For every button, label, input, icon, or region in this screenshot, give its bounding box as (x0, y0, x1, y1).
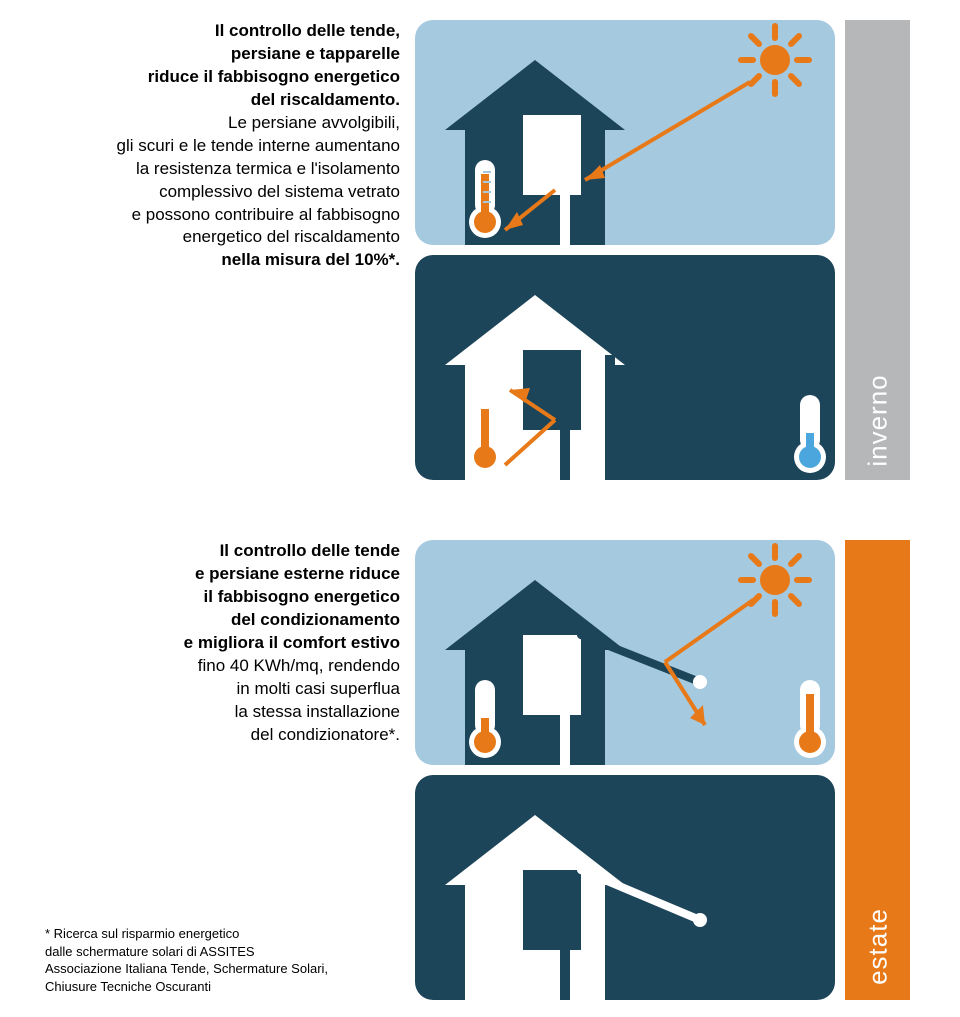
summer-title-l4: del condizionamento (110, 609, 400, 632)
winter-title-l2: persiane e tapparelle (50, 43, 400, 66)
footnote-l3: Associazione Italiana Tende, Schermature… (45, 960, 328, 978)
house-icon (445, 815, 625, 1000)
panel-summer-night (415, 775, 835, 1000)
summer-body-l2: in molti casi superflua (110, 678, 400, 701)
panel-winter-day (415, 20, 835, 245)
summer-body-l4: del condizionatore*. (110, 724, 400, 747)
moon-icon (743, 278, 765, 322)
sun-icon (741, 546, 809, 614)
shutter-icon (605, 355, 615, 431)
summer-copy: Il controllo delle tende e persiane este… (110, 540, 400, 746)
winter-body-l7: nella misura del 10%*. (50, 249, 400, 272)
summer-title-l5: e migliora il comfort estivo (110, 632, 400, 655)
winter-title-l1: Il controllo delle tende, (50, 20, 400, 43)
sidebar-winter-label: inverno (862, 374, 893, 466)
summer-day-scene (415, 540, 835, 765)
winter-title-l4: del riscaldamento. (50, 89, 400, 112)
sidebar-summer: estate (845, 540, 910, 1000)
footnote-l2: dalle schermature solari di ASSITES (45, 943, 328, 961)
winter-title-l3: riduce il fabbisogno energetico (50, 66, 400, 89)
winter-day-scene (415, 20, 835, 245)
winter-body-l3: la resistenza termica e l'isolamento (50, 158, 400, 181)
footnote-l4: Chiusure Tecniche Oscuranti (45, 978, 328, 996)
sunray-blocked-arrow-icon (665, 600, 753, 725)
sidebar-winter: inverno (845, 20, 910, 480)
winter-night-scene (415, 255, 835, 480)
footnote: * Ricerca sul risparmio energetico dalle… (45, 925, 328, 995)
winter-body-l5: e possono contribuire al fabbisogno (50, 204, 400, 227)
winter-body-l1: Le persiane avvolgibili, (50, 112, 400, 135)
summer-title-l1: Il controllo delle tende (110, 540, 400, 563)
summer-body-l3: la stessa installazione (110, 701, 400, 724)
summer-title-l3: il fabbisogno energetico (110, 586, 400, 609)
summer-body-l1: fino 40 KWh/mq, rendendo (110, 655, 400, 678)
sun-icon (741, 26, 809, 94)
winter-body-l6: energetico del riscaldamento (50, 226, 400, 249)
panel-winter-night (415, 255, 835, 480)
moon-icon (743, 798, 765, 842)
panel-summer-day (415, 540, 835, 765)
summer-title-l2: e persiane esterne riduce (110, 563, 400, 586)
winter-body-l2: gli scuri e le tende interne aumentano (50, 135, 400, 158)
winter-copy: Il controllo delle tende, persiane e tap… (50, 20, 400, 272)
summer-night-scene (415, 775, 835, 1000)
thermometer-cold-icon (794, 395, 826, 473)
footnote-l1: * Ricerca sul risparmio energetico (45, 925, 328, 943)
thermometer-hot-icon (794, 680, 826, 758)
sidebar-summer-label: estate (862, 908, 893, 985)
winter-body-l4: complessivo del sistema vetrato (50, 181, 400, 204)
